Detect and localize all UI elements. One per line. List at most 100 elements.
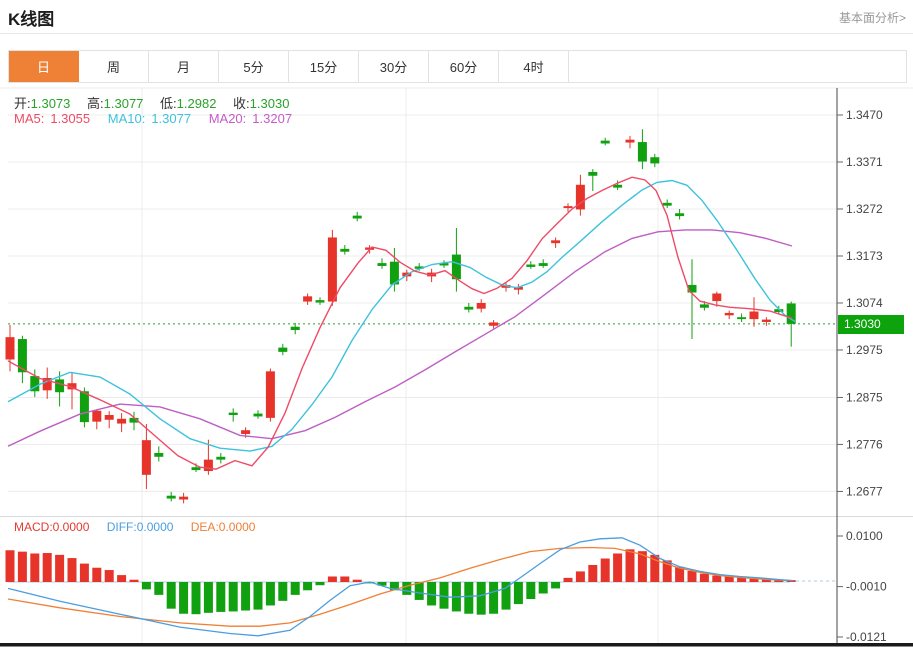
macd-histogram-bar xyxy=(117,575,127,582)
axis-tick-label: 0.0100 xyxy=(846,529,883,543)
macd-histogram-bar xyxy=(737,577,747,582)
dea-label: DEA: xyxy=(190,520,219,534)
candle-body xyxy=(17,339,27,373)
macd-histogram-bar xyxy=(749,578,759,582)
candle-body xyxy=(637,142,647,162)
axis-tick-label: 1.3272 xyxy=(846,202,883,216)
macd-histogram-bar xyxy=(675,566,685,582)
macd-value: 0.0000 xyxy=(52,520,90,534)
candle-body xyxy=(513,286,523,290)
candle-body xyxy=(290,326,300,331)
candle-body xyxy=(117,418,127,424)
dea-line xyxy=(7,546,794,627)
candle-body xyxy=(699,304,709,308)
candle-body xyxy=(724,312,734,316)
period-tab-15min[interactable]: 15分 xyxy=(289,51,359,82)
macd-histogram-bar xyxy=(600,558,610,582)
macd-histogram-bar xyxy=(55,554,65,582)
candle-body xyxy=(352,215,362,219)
macd-histogram-bar xyxy=(154,582,164,595)
macd-histogram-bar xyxy=(489,582,499,614)
tab-strip-filler xyxy=(569,51,906,82)
axis-tick-label: -0.0010 xyxy=(846,580,887,594)
candle-body xyxy=(166,495,176,499)
macd-histogram-bar xyxy=(352,579,362,582)
candle-body xyxy=(501,284,511,288)
period-tab-daily[interactable]: 日 xyxy=(9,51,79,82)
macd-histogram-bar xyxy=(501,582,511,610)
macd-histogram-bar xyxy=(451,582,461,612)
macd-histogram-bar xyxy=(712,575,722,582)
candle-body xyxy=(774,309,784,313)
candle-body xyxy=(241,430,251,434)
macd-histogram-bar xyxy=(613,553,623,582)
ohlc-legend: 开:1.3073 高:1.3077 低:1.2982 收:1.3030 xyxy=(14,93,302,112)
open-value: 1.3073 xyxy=(30,96,71,111)
macd-histogram-bar xyxy=(563,577,573,582)
period-tab-60min[interactable]: 60分 xyxy=(429,51,499,82)
candle-body xyxy=(600,140,610,144)
macd-histogram-bar xyxy=(216,582,226,612)
candle-body xyxy=(315,300,325,303)
macd-histogram-bar xyxy=(79,563,89,582)
macd-histogram-bar xyxy=(30,553,40,582)
macd-histogram-bar xyxy=(637,551,647,582)
candle-body xyxy=(191,467,201,471)
open-label: 开: xyxy=(14,96,31,111)
page-title: K线图 xyxy=(8,10,55,29)
header-divider xyxy=(0,33,913,34)
macd-histogram-bar xyxy=(315,582,325,586)
candle-body xyxy=(451,254,461,280)
candle-body xyxy=(92,410,102,422)
ma5-value: 1.3055 xyxy=(50,111,91,126)
candle-body xyxy=(737,317,747,320)
axis-tick-label: 1.2975 xyxy=(846,343,883,357)
macd-histogram-bar xyxy=(104,570,114,582)
period-tab-5min[interactable]: 5分 xyxy=(219,51,289,82)
candle-body xyxy=(439,263,449,266)
fundamental-analysis-link[interactable]: 基本面分析> xyxy=(838,11,906,25)
macd-histogram-bar xyxy=(241,582,251,611)
period-tab-monthly[interactable]: 月 xyxy=(149,51,219,82)
ma5-line xyxy=(7,176,793,470)
ma5-label: MA5: xyxy=(14,111,45,126)
diff-label: DIFF: xyxy=(106,520,137,534)
candle-body xyxy=(749,311,759,320)
candle-body xyxy=(154,452,164,457)
candle-body xyxy=(67,383,77,390)
macd-legend: MACD:0.0000 DIFF:0.0000 DEA:0.0000 xyxy=(14,520,269,534)
candle-body xyxy=(464,306,474,310)
macd-histogram-bar xyxy=(513,582,523,605)
axis-tick-label: 1.2677 xyxy=(846,484,883,498)
chart-bottom-bar xyxy=(0,643,913,647)
candle-body xyxy=(228,412,238,416)
candle-body xyxy=(265,371,275,418)
macd-histogram-bar xyxy=(402,582,412,595)
macd-histogram-bar xyxy=(17,551,27,582)
macd-histogram-bar xyxy=(724,576,734,582)
period-tab-4hour[interactable]: 4时 xyxy=(499,51,569,82)
macd-histogram-bar xyxy=(662,560,672,582)
macd-histogram-bar xyxy=(253,582,263,610)
period-tab-weekly[interactable]: 周 xyxy=(79,51,149,82)
axis-tick-label: 1.3470 xyxy=(846,108,883,122)
macd-histogram-bar xyxy=(303,582,313,591)
macd-histogram-bar xyxy=(340,576,350,582)
current-price-badge: 1.3030 xyxy=(838,315,904,334)
macd-histogram-bar xyxy=(42,553,52,582)
macd-histogram-bar xyxy=(439,582,449,609)
candle-body xyxy=(613,184,623,188)
candle-body xyxy=(340,248,350,252)
macd-histogram-bar xyxy=(551,582,561,589)
macd-histogram-bar xyxy=(588,564,598,582)
macd-histogram-bar xyxy=(179,582,189,614)
axis-tick-label: 1.3074 xyxy=(846,296,883,310)
close-label: 收: xyxy=(233,96,250,111)
period-tab-30min[interactable]: 30分 xyxy=(359,51,429,82)
macd-histogram-bar xyxy=(538,582,548,594)
dea-value: 0.0000 xyxy=(218,520,256,534)
macd-histogram-bar xyxy=(191,582,201,615)
candle-body xyxy=(104,415,114,420)
macd-histogram-bar xyxy=(67,558,77,582)
macd-histogram-bar xyxy=(476,582,486,615)
